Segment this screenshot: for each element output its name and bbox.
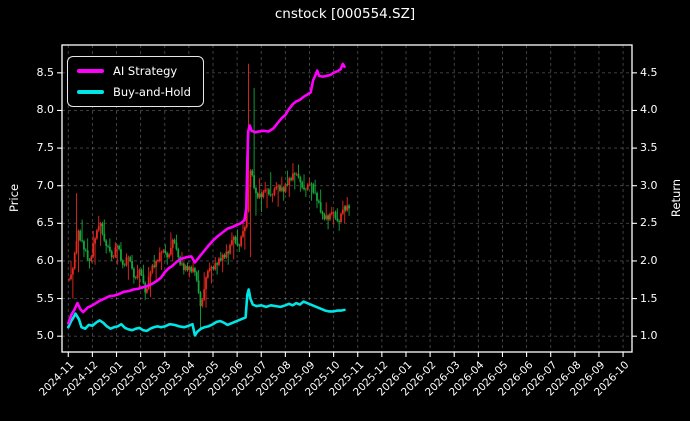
y-tick-label-left: 6.5 (36, 216, 55, 230)
buy-and-hold-line-swatch (77, 90, 104, 94)
y-tick-label-right: 2.5 (640, 216, 658, 230)
legend-label-ai-strategy: AI Strategy (113, 64, 178, 78)
y-tick-label-left: 8.0 (36, 103, 55, 117)
chart-title: cnstock [000554.SZ] (274, 6, 416, 22)
y-tick-label-left: 8.5 (36, 65, 55, 79)
y-tick-label-left: 5.5 (36, 291, 55, 305)
buy-and-hold-line (67, 288, 346, 337)
axis-ticks (57, 72, 637, 357)
ai-strategy-line (67, 62, 346, 325)
legend-label-buy-and-hold: Buy-and-Hold (113, 85, 191, 99)
y-axis-label-right: Return (669, 178, 683, 218)
y-tick-label-left: 7.5 (36, 141, 55, 155)
ai-strategy-line-swatch (77, 69, 104, 73)
candles (68, 63, 350, 331)
y-tick-label-right: 1.0 (640, 329, 658, 343)
y-tick-label-left: 7.0 (36, 178, 55, 192)
plot-border (61, 44, 633, 353)
y-tick-label-right: 4.5 (640, 65, 658, 79)
legend-item-buy-and-hold: Buy-and-Hold (77, 85, 191, 99)
y-tick-label-right: 3.5 (640, 141, 658, 155)
y-tick-label-left: 6.0 (36, 253, 55, 267)
y-tick-label-right: 3.0 (640, 178, 658, 192)
y-tick-label-left: 5.0 (36, 329, 55, 343)
y-tick-label-right: 1.5 (640, 291, 658, 305)
legend-item-ai-strategy: AI Strategy (77, 64, 191, 78)
legend: AI Strategy Buy-and-Hold (67, 56, 204, 107)
y-tick-label-right: 2.0 (640, 253, 658, 267)
y-tick-label-right: 4.0 (640, 103, 658, 117)
gridlines (62, 45, 632, 352)
